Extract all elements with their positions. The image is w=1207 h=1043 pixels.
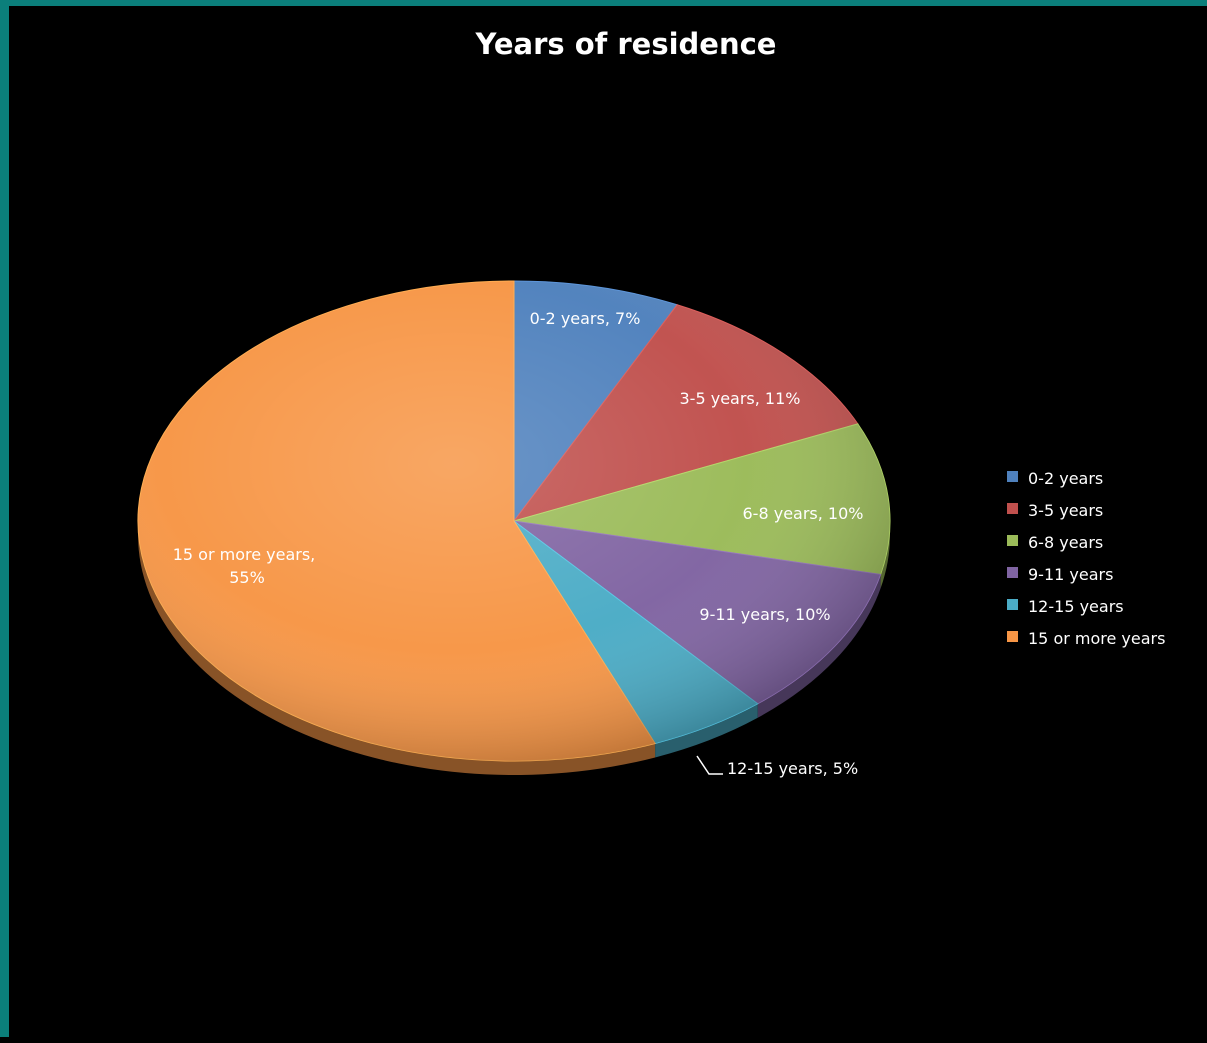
data-label-3-5-years: 3-5 years, 11% xyxy=(680,389,801,408)
data-label-15-or-more-years-line2: 55% xyxy=(229,568,265,587)
slice-side-9-11-years xyxy=(757,574,881,718)
legend-label-0-2-years: 0-2 years xyxy=(1028,469,1103,488)
legend-swatch-12-15-years xyxy=(1007,599,1018,610)
leader-line-12-15-years xyxy=(696,755,723,775)
slice-side-6-8-years xyxy=(880,521,890,589)
legend-swatch-0-2-years xyxy=(1007,471,1018,482)
pie-side-layer xyxy=(138,521,890,776)
data-label-6-8-years: 6-8 years, 10% xyxy=(743,504,864,523)
data-label-15-or-more-years-line1: 15 or more years, xyxy=(173,545,316,564)
data-labels: 0-2 years, 7% 3-5 years, 11% 6-8 years, … xyxy=(173,309,864,778)
legend: 0-2 years 3-5 years 6-8 years 9-11 years… xyxy=(1007,469,1165,648)
data-label-9-11-years: 9-11 years, 10% xyxy=(699,605,830,624)
slice-side-12-15-years xyxy=(655,703,758,758)
legend-label-9-11-years: 9-11 years xyxy=(1028,565,1113,584)
legend-swatch-15-or-more-years xyxy=(1007,631,1018,642)
legend-label-15-or-more-years: 15 or more years xyxy=(1028,629,1165,648)
chart-title: Years of residence xyxy=(475,27,777,61)
legend-swatch-9-11-years xyxy=(1007,567,1018,578)
data-label-0-2-years: 0-2 years, 7% xyxy=(530,309,641,328)
pie-chart: Years of residence 0-2 years, 7% 3-5 yea… xyxy=(137,27,1165,778)
legend-label-3-5-years: 3-5 years xyxy=(1028,501,1103,520)
legend-label-6-8-years: 6-8 years xyxy=(1028,533,1103,552)
legend-swatch-6-8-years xyxy=(1007,535,1018,546)
slice-side-15-or-more-years xyxy=(138,521,656,776)
legend-label-12-15-years: 12-15 years xyxy=(1028,597,1124,616)
data-label-12-15-years: 12-15 years, 5% xyxy=(727,759,858,778)
legend-swatch-3-5-years xyxy=(1007,503,1018,514)
pie-shine xyxy=(138,281,890,761)
